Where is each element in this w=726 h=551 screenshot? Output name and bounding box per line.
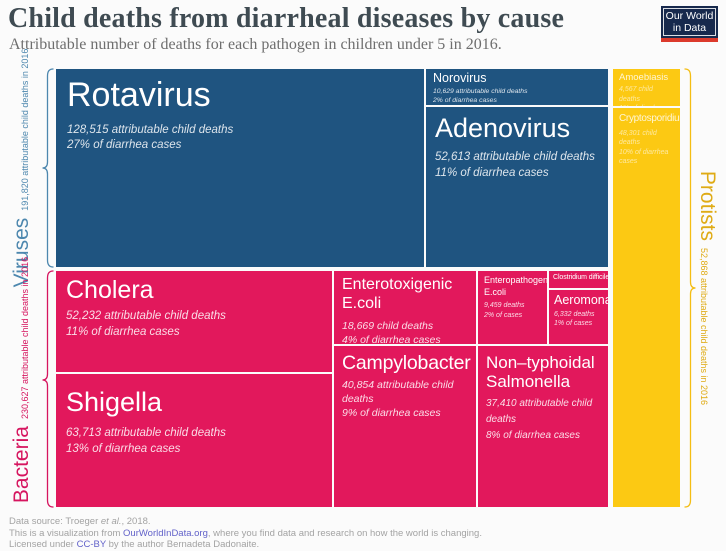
pathogen-name: Campylobacter <box>342 352 471 374</box>
pathogen-name: Enteropathogenic E.coli <box>484 275 548 297</box>
treemap-cell-cholera[interactable]: Cholera 52,232 attributable child deaths… <box>55 270 333 373</box>
pathogen-deaths: 10,629 attributable child deaths <box>433 87 528 95</box>
pathogen-share: 10% of diarrhea cases <box>619 148 669 166</box>
pathogen-name: Enterotoxigenic E.coli <box>342 276 453 312</box>
pathogen-deaths: 52,613 attributable child deaths <box>435 151 595 164</box>
viruses-total-label: 191,820 attributable child deaths in 201… <box>20 48 30 211</box>
protists-label: Protists <box>696 170 719 241</box>
owid-link[interactable]: OurWorldInData.org <box>123 527 208 539</box>
pathogen-name: Rotavirus <box>67 76 211 114</box>
treemap-cell-cryptosporidium[interactable]: Cryptosporidium 48,301 child deaths 10% … <box>612 107 681 508</box>
footer-source-line: Data source: Troeger et al., 2018. <box>9 516 482 528</box>
page-subtitle: Attributable number of deaths for each p… <box>9 36 502 53</box>
pathogen-share: 11% of diarrhea cases <box>66 325 180 338</box>
pathogen-name: Cryptosporidium <box>619 113 681 124</box>
pathogen-share: 1% of diarrhea cases <box>619 104 674 106</box>
footer-source-etal: et al. <box>100 516 122 527</box>
footer-license-post: by the author Bernadeta Dadonaite. <box>106 539 260 550</box>
pathogen-share: 9% of diarrhea cases <box>342 407 441 420</box>
treemap-cell-amoebiasis[interactable]: Amoebiasis 4,567 child deaths 1% of diar… <box>612 68 681 107</box>
protists-brace <box>684 68 696 508</box>
pathogen-deaths: 52,232 attributable child deaths <box>66 310 226 322</box>
owid-logo-line1: Our World <box>665 10 714 22</box>
owid-logo[interactable]: Our World in Data <box>661 6 718 42</box>
pathogen-name: Cholera <box>66 276 154 304</box>
pathogen-share: 8% of diarrhea cases <box>486 430 580 442</box>
pathogen-share: 11% of diarrhea cases <box>435 166 549 179</box>
footer-source-post: , 2018. <box>121 516 151 527</box>
footer-source-pre: Data source: Troeger <box>9 516 101 527</box>
pathogen-share: 2% of cases <box>484 311 523 319</box>
footer-license-pre: Licensed under <box>9 539 77 550</box>
treemap: Rotavirus 128,515 attributable child dea… <box>55 68 681 508</box>
viruses-brace <box>42 68 54 268</box>
pathogen-name: Shigella <box>66 387 163 417</box>
protists-total-label: 52,868 attributable child deaths in 2016 <box>699 247 709 406</box>
pathogen-deaths: 128,515 attributable child deaths <box>67 123 234 136</box>
pathogen-deaths: 4,567 child deaths <box>619 86 653 103</box>
treemap-cell-shigella[interactable]: Shigella 63,713 attributable child death… <box>55 373 333 508</box>
pathogen-name: Norovirus <box>433 71 487 85</box>
owid-logo-text: Our World in Data <box>663 8 716 36</box>
bacteria-brace <box>42 270 54 508</box>
pathogen-deaths: 40,854 attributable child deaths <box>342 379 454 406</box>
bacteria-total-label: 230,627 attributable child deaths in 201… <box>20 256 30 420</box>
pathogen-deaths: 37,410 attributable child deaths <box>486 398 593 426</box>
bacteria-label: Bacteria <box>10 426 33 504</box>
pathogen-share: 13% of diarrhea cases <box>66 442 181 455</box>
pathogen-name: Clostridium difficile <box>553 274 609 281</box>
pathogen-name: Non–typhoidal Salmonella <box>486 353 595 392</box>
pathogen-name: Adenovirus <box>435 113 571 143</box>
footer-license-line: Licensed under CC-BY by the author Berna… <box>9 539 482 551</box>
treemap-cell-campylobacter[interactable]: Campylobacter 40,854 attributable child … <box>333 345 477 508</box>
pathogen-name: Aeromonas <box>554 293 608 307</box>
footer-attribution-post: , where you find data and research on ho… <box>207 527 482 539</box>
pathogen-deaths: 48,301 child deaths <box>619 129 657 147</box>
pathogen-name: Amoebiasis <box>619 72 669 83</box>
pathogen-deaths: 9,459 deaths <box>484 302 525 310</box>
footer-attribution-pre: This is a visualization from <box>9 527 124 539</box>
footer: Data source: Troeger et al., 2018. This … <box>9 516 482 551</box>
footer-attribution-line: This is a visualization from OurWorldInD… <box>9 528 482 540</box>
treemap-cell-clostridium-difficile[interactable]: Clostridium difficile <box>548 270 609 289</box>
treemap-cell-nontyphoidal-salmonella[interactable]: Non–typhoidal Salmonella 37,410 attribut… <box>477 345 609 508</box>
pathogen-deaths: 18,669 child deaths <box>342 319 434 332</box>
treemap-cell-norovirus[interactable]: Norovirus 10,629 attributable child deat… <box>425 68 609 106</box>
treemap-cell-enteropathogenic-ecoli[interactable]: Enteropathogenic E.coli 9,459 deaths 2% … <box>477 270 548 345</box>
treemap-cell-aeromonas[interactable]: Aeromonas 6,332 deaths 1% of cases <box>548 289 609 345</box>
pathogen-share: 4% of diarrhea cases <box>342 333 441 345</box>
pathogen-deaths: 6,332 deaths <box>554 310 595 318</box>
pathogen-share: 2% of diarrhea cases <box>433 96 497 104</box>
treemap-cell-enterotoxigenic-ecoli[interactable]: Enterotoxigenic E.coli 18,669 child deat… <box>333 270 477 345</box>
pathogen-share: 1% of cases <box>554 319 593 327</box>
treemap-cell-adenovirus[interactable]: Adenovirus 52,613 attributable child dea… <box>425 106 609 268</box>
owid-logo-line2: in Data <box>672 22 707 34</box>
pathogen-deaths: 63,713 attributable child deaths <box>66 427 226 440</box>
page-title: Child deaths from diarrheal diseases by … <box>8 3 565 34</box>
treemap-cell-rotavirus[interactable]: Rotavirus 128,515 attributable child dea… <box>55 68 425 268</box>
ccby-link[interactable]: CC-BY <box>76 539 106 550</box>
pathogen-share: 27% of diarrhea cases <box>67 139 182 152</box>
